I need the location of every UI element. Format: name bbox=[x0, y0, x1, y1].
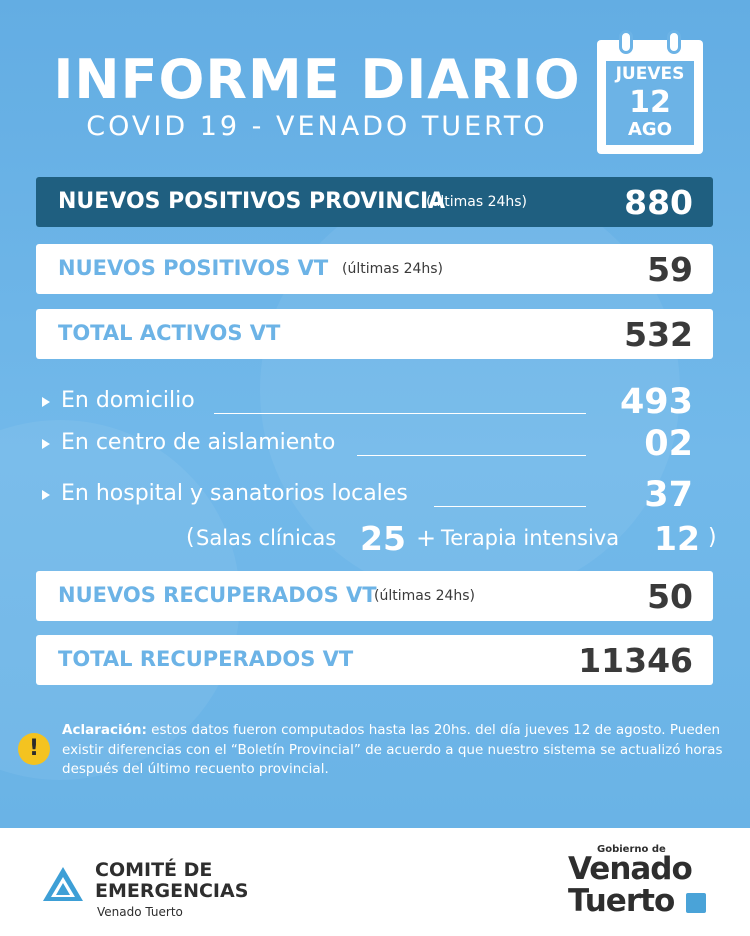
comite-subtitle: Venado Tuerto bbox=[97, 905, 183, 919]
disclaimer-note: Aclaración: estos datos fueron computado… bbox=[62, 721, 727, 780]
gobierno-logo-line2: Tuerto bbox=[568, 883, 675, 919]
bullet-arrow-icon bbox=[42, 490, 50, 500]
bullet-arrow-icon bbox=[42, 439, 50, 449]
vt-positives-value: 59 bbox=[647, 250, 693, 289]
disclaimer-text: estos datos fueron computados hasta las … bbox=[62, 722, 723, 777]
aislamiento-label: En centro de aislamiento bbox=[61, 430, 336, 455]
calendar-day-number: 12 bbox=[629, 85, 671, 120]
domicilio-label: En domicilio bbox=[61, 388, 195, 413]
vt-positives-bar: NUEVOS POSITIVOS VT (últimas 24hs) 59 bbox=[36, 244, 713, 294]
calendar-icon: JUEVES 12 AGO bbox=[597, 30, 703, 154]
page-subtitle: COVID 19 - VENADO TUERTO bbox=[86, 111, 548, 142]
leader-line bbox=[214, 413, 586, 414]
leader-line bbox=[357, 455, 586, 456]
leader-line bbox=[434, 506, 586, 507]
comite-title-line2: EMERGENCIAS bbox=[95, 880, 249, 902]
breakdown-open-paren: ( bbox=[186, 525, 195, 550]
calendar-face: JUEVES 12 AGO bbox=[603, 58, 697, 148]
gobierno-logo-icon bbox=[686, 893, 706, 913]
comite-logo-icon bbox=[43, 867, 83, 901]
vt-recovered-bar: NUEVOS RECUPERADOS VT (últimas 24hs) 50 bbox=[36, 571, 713, 621]
comite-title-line1: COMITÉ DE bbox=[95, 859, 213, 881]
list-item-domicilio: En domicilio 493 bbox=[42, 382, 697, 423]
terapia-value: 12 bbox=[654, 519, 700, 558]
vt-total-recovered-label: TOTAL RECUPERADOS VT bbox=[58, 647, 354, 671]
comite-title: COMITÉ DE EMERGENCIAS bbox=[95, 860, 248, 902]
calendar-month: AGO bbox=[627, 119, 672, 140]
hospital-breakdown: ( Salas clínicas 25 + Terapia intensiva … bbox=[186, 519, 726, 560]
warning-icon: ! bbox=[18, 733, 50, 765]
vt-recovered-value: 50 bbox=[647, 577, 693, 616]
vt-recovered-note: (últimas 24hs) bbox=[374, 588, 476, 604]
list-item-aislamiento: En centro de aislamiento 02 bbox=[42, 424, 697, 465]
provincia-positives-bar: NUEVOS POSITIVOS PROVINCIA (últimas 24hs… bbox=[36, 177, 713, 227]
domicilio-value: 493 bbox=[619, 382, 693, 422]
vt-positives-note: (últimas 24hs) bbox=[342, 261, 444, 277]
vt-total-recovered-value: 11346 bbox=[578, 641, 693, 680]
vt-active-value: 532 bbox=[624, 315, 693, 354]
vt-active-label: TOTAL ACTIVOS VT bbox=[58, 321, 281, 345]
gobierno-logo-line1: Venado bbox=[568, 851, 693, 887]
salas-value: 25 bbox=[360, 519, 406, 558]
salas-label: Salas clínicas bbox=[196, 526, 337, 550]
page-title: INFORME DIARIO bbox=[53, 48, 581, 111]
provincia-positives-value: 880 bbox=[624, 183, 693, 222]
calendar-day-name: JUEVES bbox=[615, 64, 685, 84]
disclaimer-bold: Aclaración: bbox=[62, 722, 147, 738]
plus-sign: + bbox=[416, 524, 437, 552]
list-item-hospital: En hospital y sanatorios locales 37 bbox=[42, 475, 697, 516]
hospital-label: En hospital y sanatorios locales bbox=[61, 481, 408, 506]
vt-recovered-label: NUEVOS RECUPERADOS VT bbox=[58, 583, 377, 607]
vt-total-recovered-bar: TOTAL RECUPERADOS VT 11346 bbox=[36, 635, 713, 685]
vt-active-bar: TOTAL ACTIVOS VT 532 bbox=[36, 309, 713, 359]
hospital-value: 37 bbox=[644, 475, 693, 515]
vt-positives-label: NUEVOS POSITIVOS VT bbox=[58, 256, 329, 280]
calendar-ring bbox=[619, 30, 633, 54]
calendar-ring bbox=[667, 30, 681, 54]
breakdown-close-paren: ) bbox=[708, 525, 717, 550]
provincia-positives-note: (últimas 24hs) bbox=[426, 194, 528, 210]
bullet-arrow-icon bbox=[42, 397, 50, 407]
footer: COMITÉ DE EMERGENCIAS Venado Tuerto Gobi… bbox=[0, 828, 750, 936]
aislamiento-value: 02 bbox=[644, 424, 693, 464]
provincia-positives-label: NUEVOS POSITIVOS PROVINCIA bbox=[58, 189, 446, 214]
gobierno-label: Gobierno de bbox=[597, 844, 666, 855]
terapia-label: Terapia intensiva bbox=[441, 526, 620, 550]
